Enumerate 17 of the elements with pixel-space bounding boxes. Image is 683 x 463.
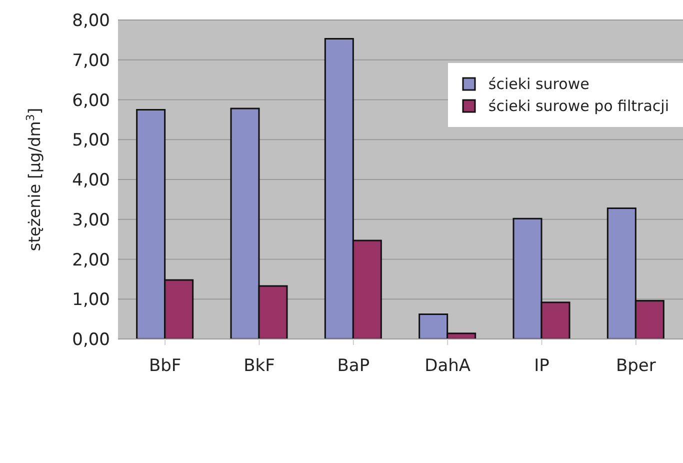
x-tick-label: BbF — [148, 356, 182, 376]
y-tick-label: 5,00 — [72, 130, 110, 151]
y-tick-label: 3,00 — [72, 210, 110, 230]
legend-label: ścieki surowe — [488, 75, 590, 93]
legend-label: ścieki surowe po filtracji — [488, 97, 669, 115]
y-tick-label: 2,00 — [72, 250, 110, 270]
y-tick-label: 4,00 — [72, 170, 110, 191]
x-tick-label: DahA — [424, 356, 471, 376]
x-tick-label: BaP — [337, 356, 370, 376]
y-tick-label: 6,00 — [72, 90, 110, 111]
y-tick-label: 0,00 — [72, 330, 110, 350]
x-tick-label: Bper — [616, 356, 656, 376]
y-tick-label: 8,00 — [72, 11, 110, 32]
y-tick-label: 7,00 — [72, 50, 110, 71]
y-tick-label: 1,00 — [72, 290, 110, 310]
x-tick-label: IP — [534, 356, 550, 376]
x-tick-label: BkF — [244, 356, 275, 376]
